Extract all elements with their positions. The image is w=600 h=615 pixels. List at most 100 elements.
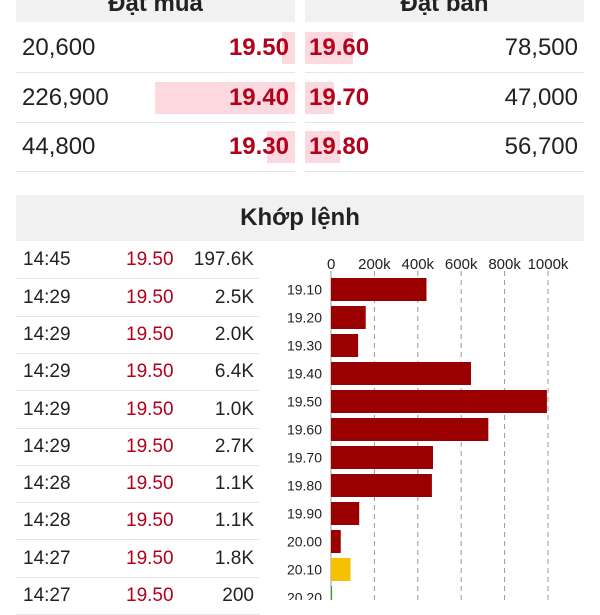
sell-order-volume: 78,500	[504, 34, 578, 61]
sell-order-price: 19.70	[309, 84, 370, 111]
trade-row[interactable]: 14:28 19.50 1.1K	[16, 465, 260, 503]
trade-time: 14:29	[23, 399, 71, 420]
sell-orders-header: Đặt bán	[305, 0, 584, 22]
price-level-label: 20.00	[287, 534, 322, 550]
trade-volume: 1.1K	[214, 473, 254, 494]
trade-row[interactable]: 14:29 19.50 2.5K	[16, 279, 260, 317]
buy-order-row[interactable]: 20,600 19.50	[16, 24, 295, 73]
volume-bar	[331, 586, 333, 600]
trade-price: 19.50	[126, 324, 174, 345]
trade-price: 19.50	[126, 287, 174, 308]
matched-orders-title: Khớp lệnh	[240, 204, 360, 231]
trade-price: 19.50	[126, 510, 174, 531]
trade-volume: 1.0K	[214, 399, 254, 420]
sell-order-row[interactable]: 19.80 56,700	[305, 123, 584, 172]
trade-volume: 1.1K	[214, 510, 254, 531]
sell-order-row[interactable]: 19.70 47,000	[305, 74, 584, 123]
buy-order-volume: 20,600	[22, 34, 96, 61]
price-level-label: 19.20	[287, 310, 322, 326]
trade-row[interactable]: 14:29 19.50 2.0K	[16, 316, 260, 354]
x-tick-label: 200k	[358, 256, 391, 273]
volume-bar	[331, 502, 360, 525]
price-level-label: 20.10	[287, 562, 322, 578]
trade-time: 14:29	[23, 287, 71, 308]
volume-bar	[331, 418, 489, 441]
trade-time: 14:29	[23, 436, 71, 457]
buy-order-price: 19.50	[228, 34, 289, 61]
trade-price: 19.50	[126, 399, 174, 420]
trade-price: 19.50	[126, 473, 174, 494]
trade-row[interactable]: 14:29 19.50 1.0K	[16, 391, 260, 429]
price-level-label: 19.10	[287, 282, 322, 298]
trade-time: 14:29	[23, 361, 71, 382]
buy-depth-bar	[267, 131, 295, 163]
volume-bar	[331, 306, 366, 329]
trade-volume: 2.0K	[214, 324, 254, 345]
sell-order-price: 19.80	[309, 133, 370, 160]
volume-bar	[331, 334, 359, 357]
volume-bar	[331, 446, 433, 469]
trade-row[interactable]: 14:29 19.50 2.7K	[16, 428, 260, 466]
buy-orders-title: Đặt mua	[108, 0, 203, 17]
buy-order-price: 19.30	[228, 133, 289, 160]
trade-volume: 200	[222, 585, 254, 606]
volume-bar	[331, 278, 427, 301]
price-level-label: 19.80	[287, 478, 322, 494]
trade-time: 14:45	[23, 249, 71, 270]
x-tick-label: 400k	[402, 256, 435, 273]
x-tick-label: 1000k	[528, 256, 569, 273]
x-tick-label: 800k	[488, 256, 521, 273]
sell-depth-bar	[305, 32, 353, 64]
trade-volume: 2.7K	[214, 436, 254, 457]
price-level-label: 19.60	[287, 422, 322, 438]
buy-depth-bar	[155, 82, 295, 114]
volume-bar	[331, 474, 432, 497]
volume-bar	[331, 530, 341, 553]
trade-row[interactable]: 14:27 19.50 200	[16, 577, 260, 615]
sell-orders-title: Đặt bán	[400, 0, 489, 17]
trade-price: 19.50	[126, 585, 174, 606]
sell-depth-bar	[305, 131, 340, 163]
price-level-label: 19.90	[287, 506, 322, 522]
trade-volume: 6.4K	[214, 361, 254, 382]
price-level-label: 19.30	[287, 338, 322, 354]
trade-volume: 2.5K	[214, 287, 254, 308]
trade-time: 14:29	[23, 324, 71, 345]
buy-order-row[interactable]: 44,800 19.30	[16, 123, 295, 172]
price-level-label: 20.20	[287, 590, 322, 601]
volume-bar	[331, 362, 471, 385]
trade-volume: 197.6K	[193, 249, 254, 270]
trade-price: 19.50	[126, 548, 174, 569]
x-tick-label: 600k	[445, 256, 478, 273]
x-tick-label: 0	[327, 256, 335, 273]
sell-order-volume: 47,000	[504, 84, 578, 111]
trade-row[interactable]: 14:27 19.50 1.8K	[16, 540, 260, 578]
sell-depth-bar	[305, 82, 334, 114]
trade-time: 14:27	[23, 548, 71, 569]
volume-bar	[331, 558, 351, 581]
buy-orders-header: Đặt mua	[16, 0, 295, 22]
trade-price: 19.50	[126, 249, 174, 270]
buy-order-volume: 44,800	[22, 133, 96, 160]
sell-order-price: 19.60	[309, 34, 370, 61]
buy-order-volume: 226,900	[22, 84, 109, 111]
trade-row[interactable]: 14:45 19.50 197.6K	[16, 241, 260, 279]
trade-volume: 1.8K	[214, 548, 254, 569]
sell-order-row[interactable]: 19.60 78,500	[305, 24, 584, 73]
volume-by-price-chart: 0 200k 400k 600k 800k 1000k 19.10 19.20 19.30 19.…	[287, 256, 569, 601]
trade-time: 14:28	[23, 473, 71, 494]
trade-time: 14:28	[23, 510, 71, 531]
volume-bar	[331, 390, 547, 413]
price-level-label: 19.50	[287, 394, 322, 410]
trade-row[interactable]: 14:28 19.50 1.1K	[16, 502, 260, 540]
sell-order-volume: 56,700	[504, 133, 578, 160]
buy-depth-bar	[282, 32, 295, 64]
buy-order-price: 19.40	[228, 84, 289, 111]
matched-orders-header: Khớp lệnh	[16, 195, 584, 241]
buy-order-row[interactable]: 226,900 19.40	[16, 74, 295, 123]
price-level-label: 19.70	[287, 450, 322, 466]
trade-price: 19.50	[126, 361, 174, 382]
price-level-label: 19.40	[287, 366, 322, 382]
trade-row[interactable]: 14:29 19.50 6.4K	[16, 353, 260, 391]
trade-price: 19.50	[126, 436, 174, 457]
